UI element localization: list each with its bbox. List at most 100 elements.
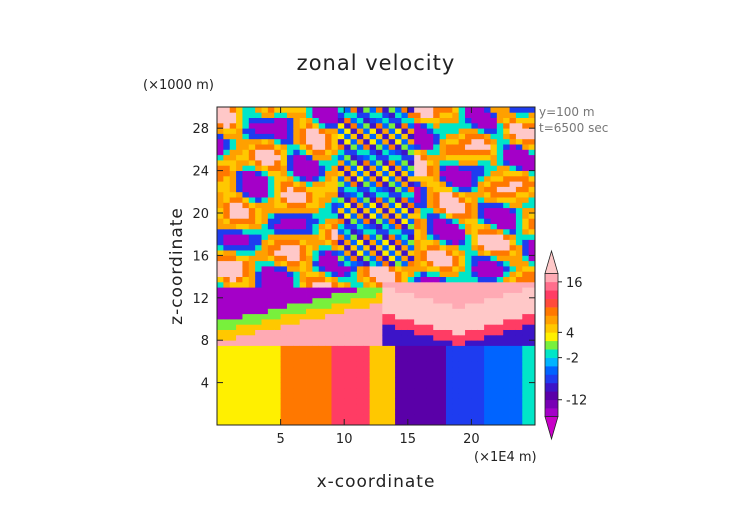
heatmap-cell [223,266,231,272]
heatmap-cell [414,191,421,198]
heatmap-cell [376,170,383,177]
heatmap-cell [465,403,472,410]
heatmap-cell [407,313,415,320]
heatmap-cell [312,372,320,378]
heatmap-cell [236,334,243,341]
heatmap-cell [395,297,402,304]
heatmap-cell [471,250,479,256]
heatmap-cell [522,356,530,362]
heatmap-cell [484,133,491,140]
heatmap-cell [286,340,294,346]
heatmap-cell [452,361,460,368]
heatmap-cell [344,372,351,378]
heatmap-cell [318,319,326,325]
heatmap-cell [445,186,453,193]
heatmap-cell [376,297,383,304]
heatmap-cell [471,287,479,293]
heatmap-cell [426,350,434,357]
heatmap-cell [420,133,428,140]
heatmap-cell [433,303,440,309]
heatmap-cell [458,377,466,383]
heatmap-cell [420,144,428,150]
heatmap-cell [439,260,447,267]
heatmap-cell [261,133,269,140]
heatmap-cell [217,181,224,187]
heatmap-cell [382,165,390,171]
heatmap-cell [382,281,390,288]
heatmap-cell [280,403,288,410]
heatmap-cell [350,356,358,362]
heatmap-cell [490,244,498,251]
heatmap-cell [522,419,530,426]
heatmap-cell [414,382,421,389]
heatmap-cell [344,175,351,182]
heatmap-cell [477,133,485,140]
heatmap-cell [337,329,345,336]
heatmap-cell [439,377,447,383]
heatmap-cell [356,160,364,166]
heatmap-cell [376,244,383,251]
heatmap-cell [299,372,307,378]
heatmap-cell [274,213,281,219]
heatmap-cell [503,276,510,283]
heatmap-cell [509,297,517,304]
heatmap-cell [331,207,339,214]
heatmap-cell [522,361,530,368]
heatmap-cell [414,292,421,299]
heatmap-cell [229,319,237,325]
heatmap-cell [312,133,320,140]
heatmap-cell [414,297,421,304]
heatmap-cell [458,149,466,156]
heatmap-cell [217,244,224,251]
heatmap-cell [229,313,237,320]
heatmap-cell [522,409,530,415]
heatmap-cell [414,340,421,346]
heatmap-cell [217,276,224,283]
heatmap-cell [395,414,402,421]
heatmap-cell [274,334,281,341]
heatmap-cell [382,223,390,230]
heatmap-cell [471,324,479,330]
heatmap-cell [503,122,510,129]
heatmap-cell [388,149,396,156]
heatmap-cell [465,122,472,129]
heatmap-cell [376,366,383,373]
heatmap-cell [522,175,530,182]
colorbar-min-arrow [544,416,559,441]
heatmap-cell [509,175,517,182]
heatmap-cell [465,398,472,405]
heatmap-cell [299,234,307,240]
heatmap-cell [236,213,243,219]
heatmap-cell [337,393,345,399]
heatmap-cell [477,281,485,288]
y-tick-label: 4 [201,377,209,392]
heatmap-cell [477,144,485,150]
heatmap-cell [509,324,517,330]
heatmap-cell [248,197,256,203]
heatmap-cell [312,276,320,283]
heatmap-cell [242,181,250,187]
heatmap-cell [439,117,447,124]
heatmap-cell [306,409,313,415]
heatmap-cell [395,356,402,362]
heatmap-cell [509,366,517,373]
heatmap-cell [509,372,517,378]
heatmap-cell [369,281,377,288]
heatmap-cell [420,356,428,362]
heatmap-cell [414,403,421,410]
heatmap-cell [445,213,453,219]
heatmap-cell [426,181,434,187]
heatmap-cell [350,207,358,214]
heatmap-cell [229,239,237,246]
heatmap-cell [528,361,536,368]
heatmap-cell [223,319,231,325]
heatmap-cell [331,223,339,230]
heatmap-cell [344,409,351,415]
heatmap-cell [401,377,409,383]
heatmap-cell [274,313,281,320]
heatmap-cell [261,144,269,150]
colorbar-swatch [545,382,558,392]
heatmap-cell [395,144,402,150]
heatmap-cell [344,324,351,330]
heatmap-cell [420,202,428,209]
